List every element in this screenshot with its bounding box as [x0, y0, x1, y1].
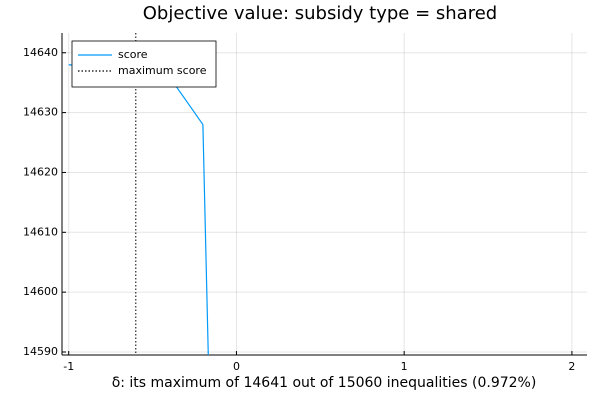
chart-title: Objective value: subsidy type = shared — [143, 3, 497, 24]
x-tick-label: -1 — [63, 360, 74, 373]
plot-area — [68, 33, 209, 355]
x-tick-label: 0 — [233, 360, 240, 373]
legend-box — [71, 40, 217, 88]
y-tick-label: 14590 — [23, 345, 58, 358]
legend-label: maximum score — [118, 64, 207, 77]
x-tick-label: 2 — [568, 360, 575, 373]
y-tick-label: 14620 — [23, 165, 58, 178]
y-tick-label: 14640 — [23, 46, 58, 59]
x-axis-label: δ: its maximum of 14641 out of 15060 ine… — [112, 375, 537, 391]
y-tick-label: 14630 — [23, 106, 58, 119]
y-tick-label: 14610 — [23, 225, 58, 238]
legend-label: score — [118, 48, 148, 61]
x-tick-label: 1 — [401, 360, 408, 373]
y-tick-label: 14600 — [23, 285, 58, 298]
